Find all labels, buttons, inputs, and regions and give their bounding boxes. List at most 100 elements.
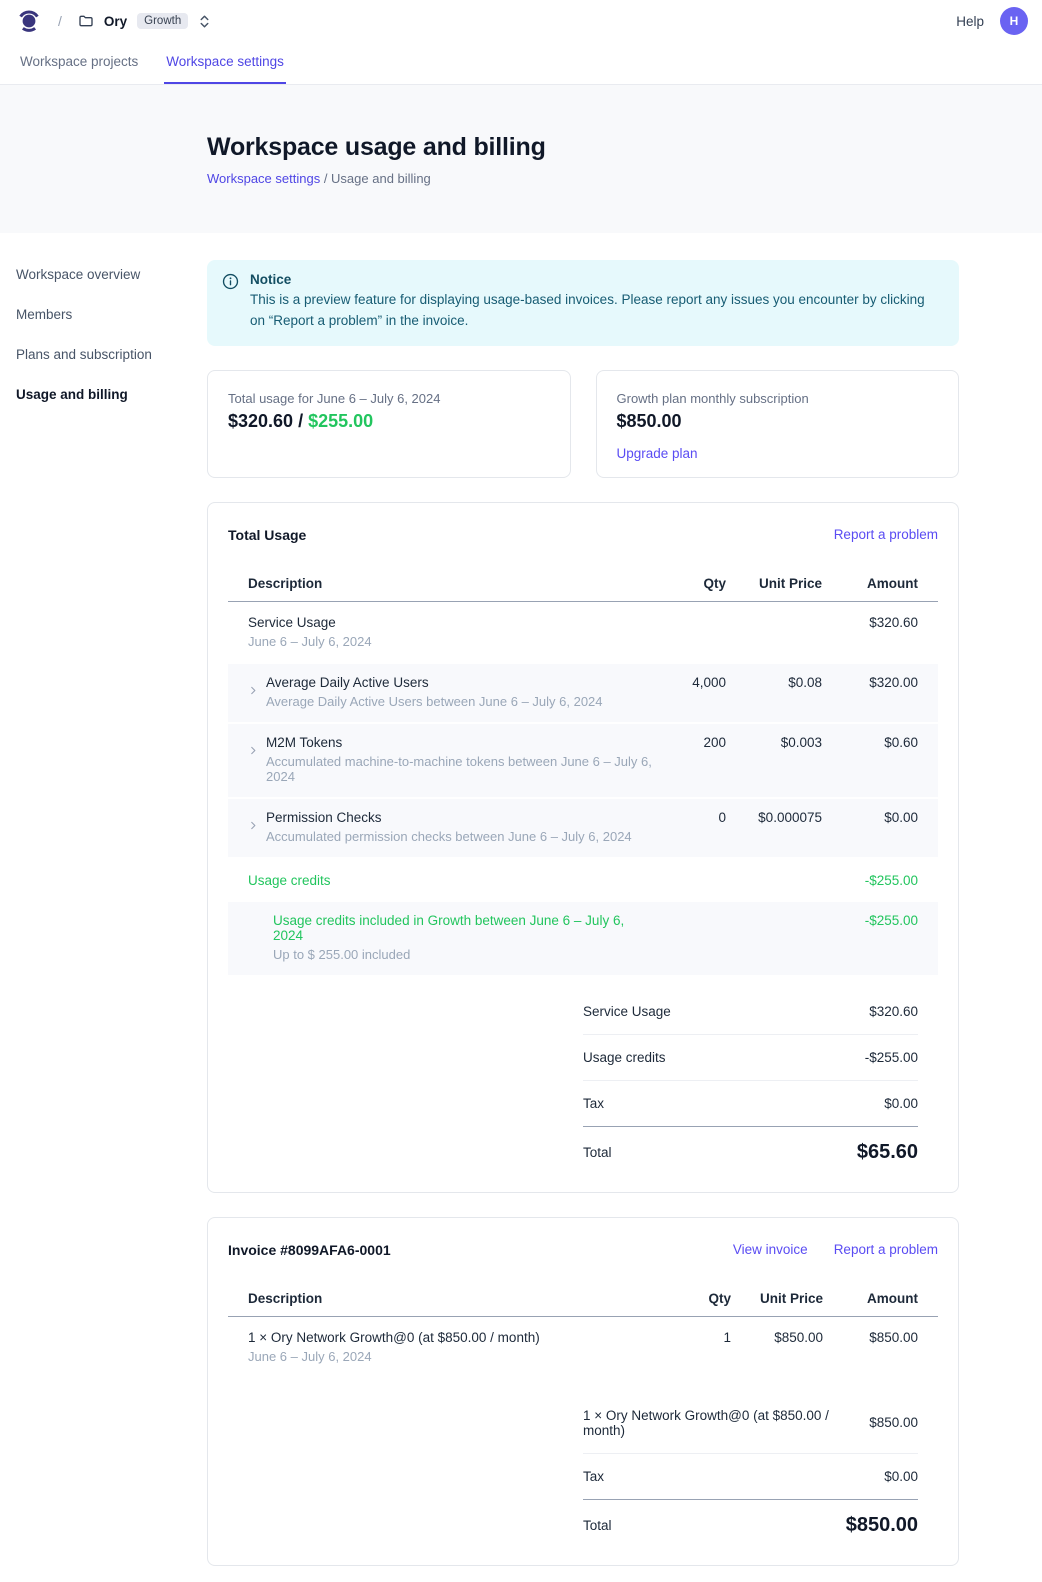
row-subtitle: June 6 – July 6, 2024 [248,1348,372,1364]
breadcrumb-current: / Usage and billing [320,171,431,186]
total-usage-card: Total usage for June 6 – July 6, 2024 $3… [207,369,571,478]
usage-table: Description Qty Unit Price Amount Servic… [228,565,938,975]
summary-row-service-usage: Service Usage $320.60 [583,989,918,1035]
row-amount: -$255.00 [864,912,918,928]
breadcrumb: Workspace settings / Usage and billing [207,171,1042,186]
tab-workspace-projects[interactable]: Workspace projects [20,54,139,69]
row-amount: $320.60 [869,614,918,630]
sidebar-item-usage-billing[interactable]: Usage and billing [16,387,128,402]
chevron-right-icon[interactable] [248,683,258,709]
plan-label: Growth plan monthly subscription [616,390,809,406]
user-avatar[interactable]: H [1000,7,1028,35]
chevron-right-icon[interactable] [248,743,258,784]
top-bar: / Ory Growth Help H [0,0,1042,42]
row-amount: $0.00 [884,809,918,825]
page-title: Workspace usage and billing [207,133,546,161]
summary-row-line-item: 1 × Ory Network Growth@0 (at $850.00 / m… [583,1393,918,1454]
row-title: Usage credits included in Growth between… [273,912,625,943]
breadcrumb-separator: / [58,13,62,29]
sidebar-item-workspace-overview[interactable]: Workspace overview [16,267,141,282]
col-qty: Qty [703,575,726,591]
row-title: M2M Tokens [266,734,343,750]
table-row-service-usage: Service Usage June 6 – July 6, 2024 $320… [228,602,938,664]
usage-table-header: Description Qty Unit Price Amount [228,565,938,602]
help-link[interactable]: Help [956,13,984,29]
row-amount: -$255.00 [864,872,918,888]
sidebar-item-plans-subscription[interactable]: Plans and subscription [16,347,152,362]
row-amount: $0.60 [884,734,918,750]
workspace-tabbar: Workspace projects Workspace settings [0,42,1042,85]
row-unit-price: $0.000075 [758,809,822,825]
workspace-name[interactable]: Ory [103,13,128,29]
row-qty: 1 [723,1329,731,1345]
table-row-m2m-tokens[interactable]: M2M Tokens Accumulated machine-to-machin… [228,723,938,797]
row-qty: 200 [703,734,726,750]
invoice-panel: Invoice #8099AFA6-0001 View invoice Repo… [207,1216,959,1566]
breadcrumb-settings-link[interactable]: Workspace settings [207,171,321,186]
sidebar-item-members[interactable]: Members [16,307,73,322]
summary-row-total: Total $65.60 [583,1140,918,1163]
row-qty: 4,000 [692,674,726,690]
row-unit-price: $0.003 [780,734,822,750]
row-amount: $320.00 [869,674,918,690]
col-unit-price: Unit Price [758,575,822,591]
plan-amount: $850.00 [616,410,682,431]
total-usage-label: Total usage for June 6 – July 6, 2024 [228,390,441,406]
row-title: Average Daily Active Users [266,674,429,690]
info-icon [222,273,239,332]
col-description: Description [248,575,323,591]
folder-icon [78,13,94,29]
report-problem-link[interactable]: Report a problem [833,1242,938,1258]
table-row-usage-credits: Usage credits -$255.00 [228,859,938,902]
total-usage-value: $320.60 / $255.00 [228,410,374,431]
upgrade-plan-link[interactable]: Upgrade plan [616,445,698,461]
usage-credit-value: $255.00 [308,410,374,431]
page-header: Workspace usage and billing Workspace se… [0,85,1042,233]
summary-row-usage-credits: Usage credits -$255.00 [583,1035,918,1081]
row-qty: 0 [718,809,726,825]
summary-row-total: Total $850.00 [583,1513,918,1536]
row-unit-price: $850.00 [774,1329,823,1345]
col-unit-price: Unit Price [759,1290,823,1306]
summary-row-tax: Tax $0.00 [583,1081,918,1127]
invoice-panel-title: Invoice #8099AFA6-0001 [228,1241,391,1258]
usage-summary: Service Usage $320.60 Usage credits -$255.… [583,989,918,1166]
row-subtitle: June 6 – July 6, 2024 [248,633,372,649]
col-amount: Amount [867,575,918,591]
row-subtitle: Accumulated machine-to-machine tokens be… [266,753,652,784]
notice-body: This is a preview feature for displaying… [250,292,925,328]
col-amount: Amount [867,1290,918,1306]
row-title: Permission Checks [266,809,382,825]
table-row-invoice-line: 1 × Ory Network Growth@0 (at $850.00 / m… [228,1317,938,1379]
invoice-summary: 1 × Ory Network Growth@0 (at $850.00 / m… [583,1393,918,1539]
usage-panel-title: Total Usage [228,526,307,543]
workspace-plan-badge: Growth [137,13,189,29]
row-title: 1 × Ory Network Growth@0 (at $850.00 / m… [248,1329,540,1345]
row-amount: $850.00 [869,1329,918,1345]
report-problem-link[interactable]: Report a problem [833,527,938,543]
invoice-table: Description Qty Unit Price Amount 1 × Or… [228,1280,938,1379]
notice-title: Notice [250,272,292,287]
row-title: Service Usage [248,614,336,630]
ory-logo-icon[interactable] [16,8,42,34]
view-invoice-link[interactable]: View invoice [732,1242,808,1258]
row-subtitle: Accumulated permission checks between Ju… [266,828,632,844]
row-unit-price: $0.08 [788,674,822,690]
table-row-permission-checks[interactable]: Permission Checks Accumulated permission… [228,798,938,857]
table-row-average-daily-active-users[interactable]: Average Daily Active Users Average Daily… [228,663,938,722]
settings-sidenav: Workspace overview Members Plans and sub… [0,233,207,427]
tab-workspace-settings[interactable]: Workspace settings [164,42,286,84]
preview-notice: Notice This is a preview feature for dis… [207,260,959,346]
chevron-right-icon[interactable] [248,818,258,844]
row-title: Usage credits [248,872,331,888]
plan-subscription-card: Growth plan monthly subscription $850.00… [595,369,959,478]
col-qty: Qty [708,1290,731,1306]
workspace-switcher-icon[interactable] [198,14,211,29]
total-usage-panel: Total Usage Report a problem Description… [207,501,959,1193]
row-subtitle: Up to $ 255.00 included [273,946,411,962]
row-subtitle: Average Daily Active Users between June … [266,693,603,709]
col-description: Description [248,1290,323,1306]
summary-row-tax: Tax $0.00 [583,1454,918,1500]
table-row-usage-credits-included: Usage credits included in Growth between… [228,901,938,975]
invoice-table-header: Description Qty Unit Price Amount [228,1280,938,1317]
